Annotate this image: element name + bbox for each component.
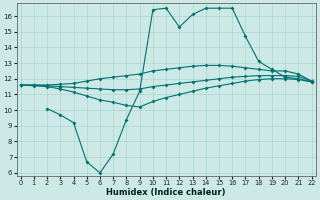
X-axis label: Humidex (Indice chaleur): Humidex (Indice chaleur) [106,188,226,197]
